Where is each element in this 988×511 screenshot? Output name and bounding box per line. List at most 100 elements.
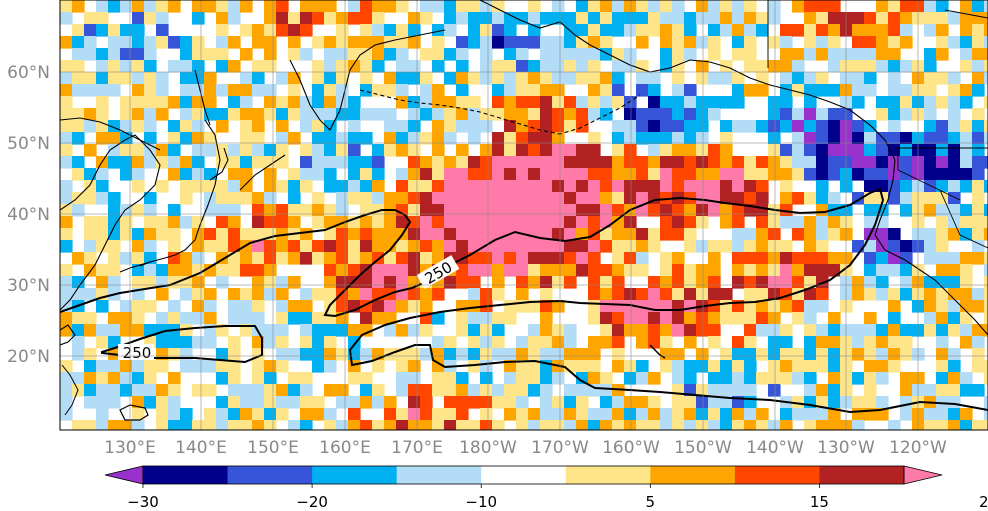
- anomaly-cell: [576, 192, 589, 205]
- anomaly-cell: [252, 204, 265, 217]
- anomaly-cell: [636, 264, 649, 277]
- anomaly-cell: [216, 408, 229, 421]
- anomaly-cell: [300, 48, 313, 61]
- latitude-label: 20°N: [7, 347, 50, 367]
- anomaly-cell: [468, 300, 481, 313]
- anomaly-cell: [228, 228, 241, 241]
- anomaly-cell: [528, 240, 541, 253]
- anomaly-cell: [348, 120, 361, 133]
- anomaly-cell: [384, 192, 397, 205]
- anomaly-cell: [612, 396, 625, 409]
- anomaly-cell: [324, 348, 337, 361]
- anomaly-cell: [564, 60, 577, 73]
- anomaly-cell: [660, 36, 673, 49]
- anomaly-cell: [84, 240, 97, 253]
- anomaly-cell: [720, 300, 733, 313]
- anomaly-cell: [768, 144, 781, 157]
- anomaly-cell: [432, 60, 445, 73]
- anomaly-cell: [900, 132, 913, 145]
- anomaly-cell: [540, 144, 553, 157]
- anomaly-cell: [492, 108, 505, 121]
- anomaly-cell: [312, 60, 325, 73]
- anomaly-cell: [468, 192, 481, 205]
- anomaly-cell: [492, 396, 505, 409]
- anomaly-cell: [792, 156, 805, 169]
- anomaly-cell: [888, 72, 901, 85]
- anomaly-cell: [132, 264, 145, 277]
- anomaly-cell: [708, 72, 721, 85]
- anomaly-cell: [312, 144, 325, 157]
- anomaly-cell: [420, 84, 433, 97]
- anomaly-cell: [804, 132, 817, 145]
- anomaly-cell: [432, 180, 445, 193]
- anomaly-cell: [480, 252, 493, 265]
- anomaly-cell: [108, 324, 121, 337]
- anomaly-cell: [624, 24, 637, 37]
- anomaly-cell: [948, 108, 961, 121]
- anomaly-cell: [960, 48, 973, 61]
- anomaly-cell: [528, 384, 541, 397]
- anomaly-cell: [708, 240, 721, 253]
- anomaly-cell: [660, 360, 673, 373]
- anomaly-cell: [72, 336, 85, 349]
- anomaly-cell: [264, 12, 277, 25]
- anomaly-cell: [228, 264, 241, 277]
- anomaly-cell: [948, 132, 961, 145]
- anomaly-cell: [540, 84, 553, 97]
- anomaly-cell: [144, 324, 157, 337]
- anomaly-cell: [600, 96, 613, 109]
- colorbar-frame: [142, 465, 905, 485]
- anomaly-cell: [804, 156, 817, 169]
- anomaly-cell: [420, 228, 433, 241]
- anomaly-cell: [936, 312, 949, 325]
- anomaly-cell: [408, 396, 421, 409]
- anomaly-cell: [384, 276, 397, 289]
- anomaly-cell: [432, 84, 445, 97]
- anomaly-cell: [924, 252, 937, 265]
- anomaly-cell: [600, 192, 613, 205]
- anomaly-cell: [900, 264, 913, 277]
- anomaly-cell: [444, 0, 457, 13]
- anomaly-cell: [960, 408, 973, 421]
- anomaly-cell: [324, 96, 337, 109]
- anomaly-cell: [408, 216, 421, 229]
- anomaly-cell: [396, 120, 409, 133]
- anomaly-cell: [84, 108, 97, 121]
- anomaly-cell: [504, 120, 517, 133]
- anomaly-cell: [516, 180, 529, 193]
- anomaly-cell: [348, 372, 361, 385]
- anomaly-cell: [984, 36, 988, 49]
- anomaly-cell: [732, 96, 745, 109]
- anomaly-cell: [192, 120, 205, 133]
- anomaly-cell: [108, 156, 121, 169]
- anomaly-cell: [852, 336, 865, 349]
- anomaly-cell: [564, 36, 577, 49]
- anomaly-cell: [924, 0, 937, 13]
- anomaly-cell: [288, 108, 301, 121]
- anomaly-cell: [828, 48, 841, 61]
- anomaly-cell: [780, 252, 793, 265]
- anomaly-cell: [168, 144, 181, 157]
- anomaly-cell: [780, 264, 793, 277]
- anomaly-cell: [492, 264, 505, 277]
- anomaly-cell: [216, 36, 229, 49]
- anomaly-cell: [624, 144, 637, 157]
- anomaly-cell: [540, 300, 553, 313]
- anomaly-cell: [744, 372, 757, 385]
- anomaly-cell: [732, 336, 745, 349]
- anomaly-cell: [516, 36, 529, 49]
- anomaly-cell: [540, 72, 553, 85]
- anomaly-cell: [648, 276, 661, 289]
- anomaly-cell: [96, 372, 109, 385]
- anomaly-cell: [936, 384, 949, 397]
- anomaly-cell: [936, 228, 949, 241]
- anomaly-cell: [192, 384, 205, 397]
- anomaly-cell: [852, 240, 865, 253]
- anomaly-cell: [468, 0, 481, 13]
- anomaly-cell: [684, 24, 697, 37]
- anomaly-cell: [288, 276, 301, 289]
- anomaly-cell: [132, 168, 145, 181]
- colorbar-tick-label: 15: [810, 493, 829, 511]
- anomaly-cell: [780, 72, 793, 85]
- anomaly-cell: [480, 24, 493, 37]
